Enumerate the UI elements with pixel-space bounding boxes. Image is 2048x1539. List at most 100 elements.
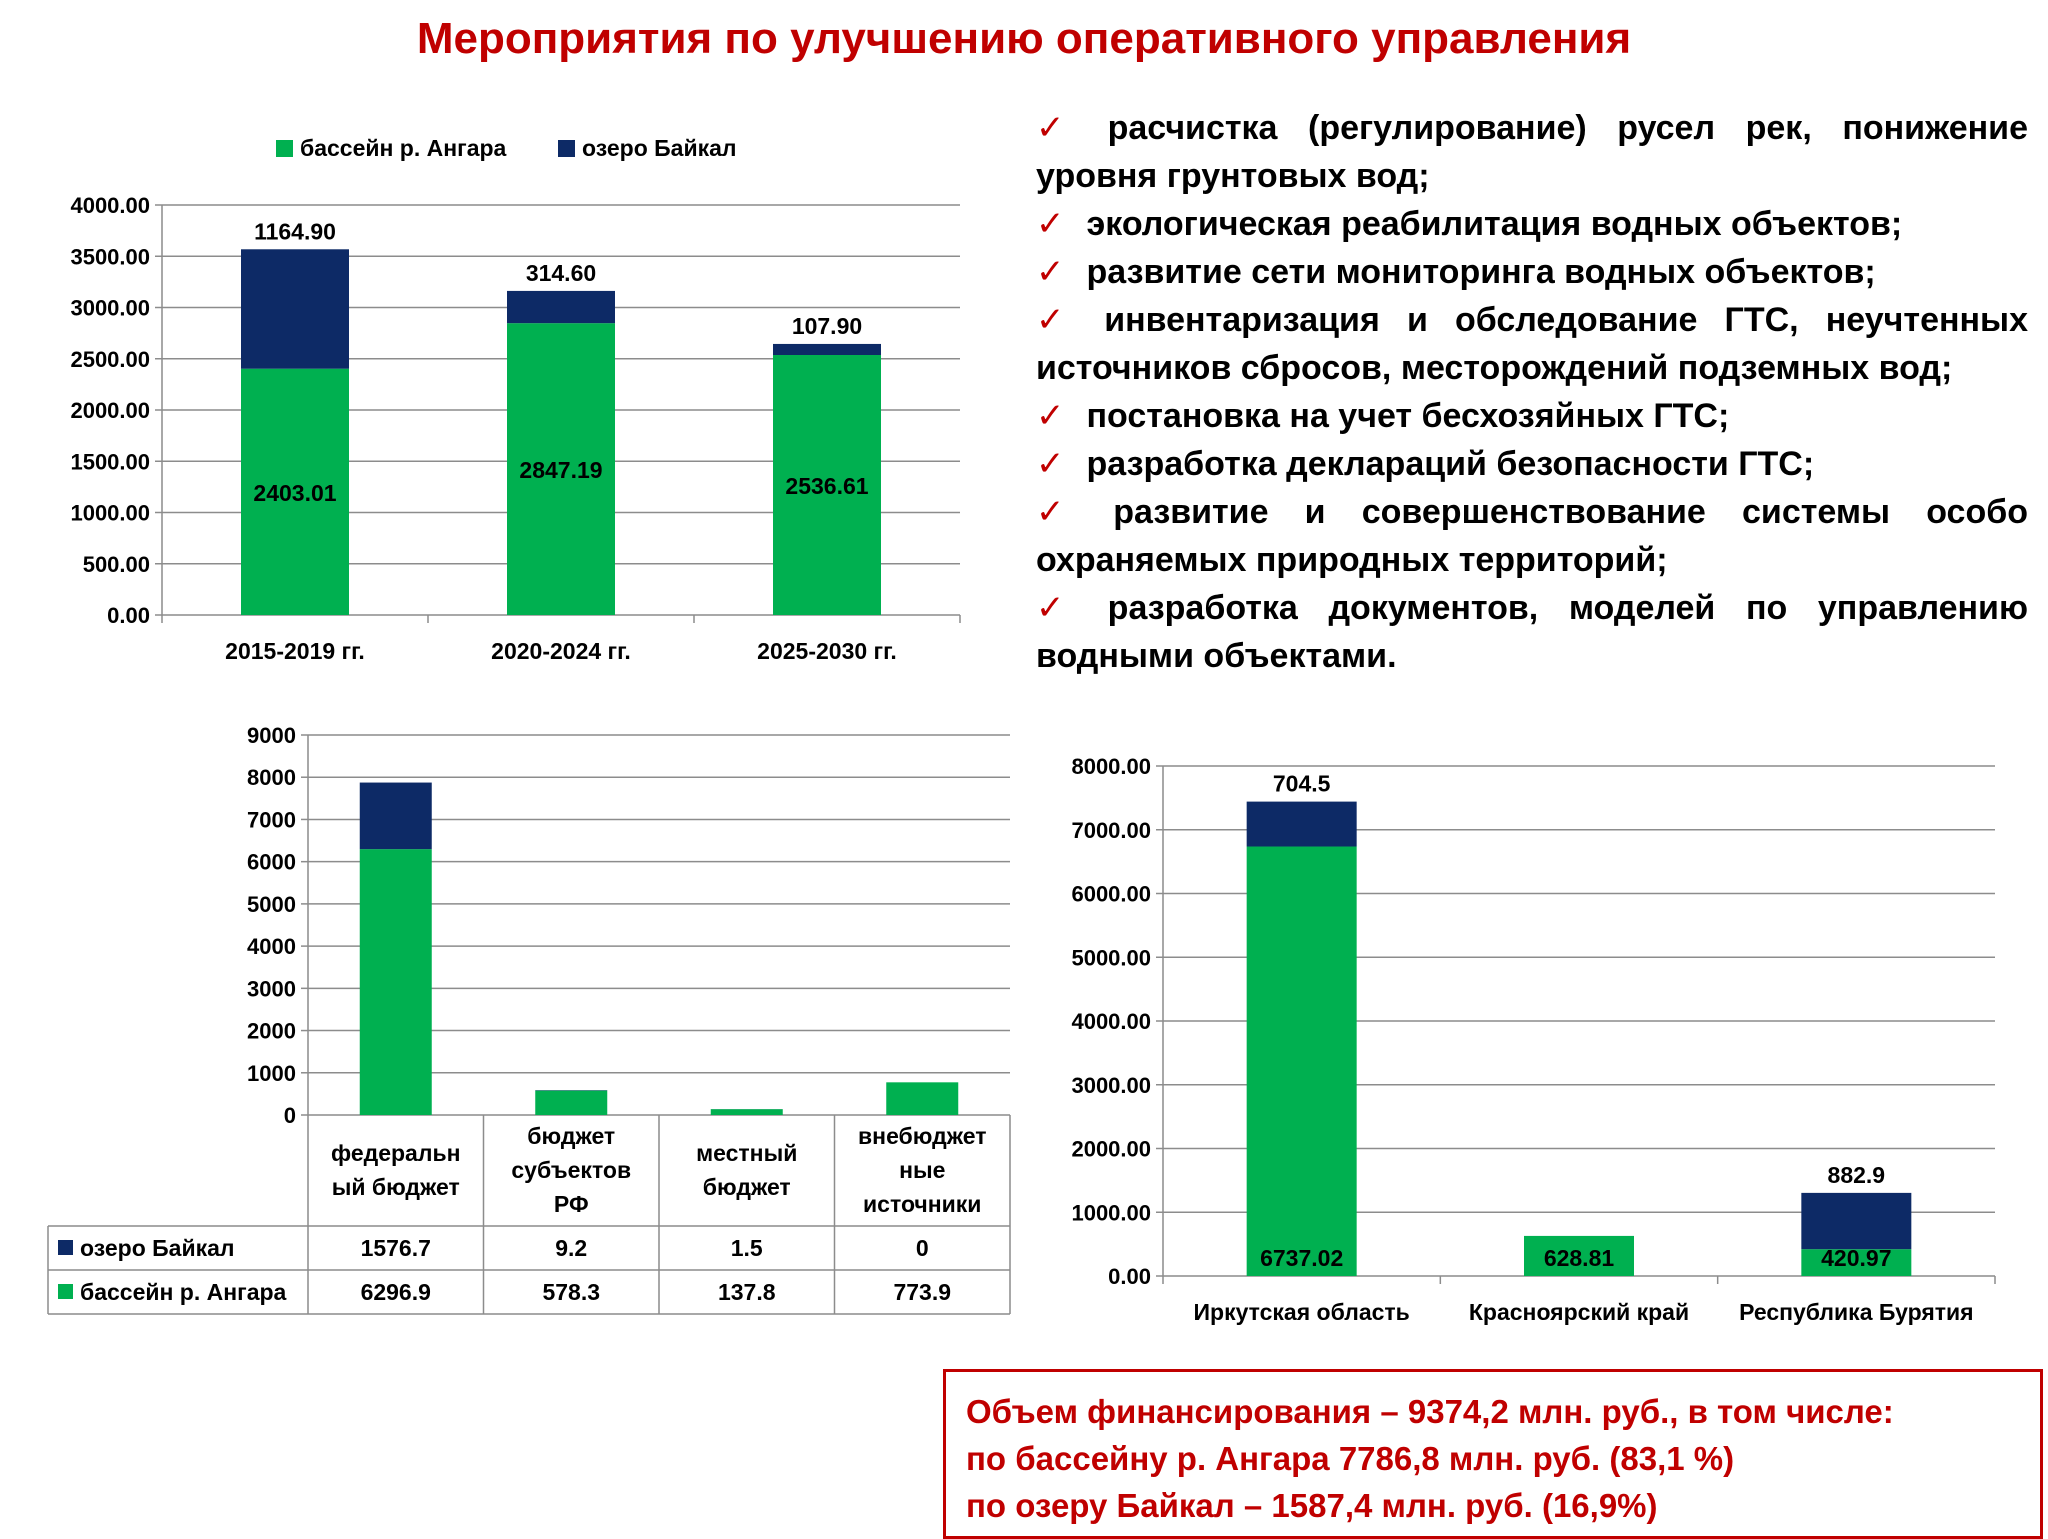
x-category-label: Красноярский край [1469, 1299, 1689, 1325]
data-label-angara: 2847.19 [519, 457, 602, 483]
legend-swatch-baikal [558, 140, 575, 157]
measure-item: ✓расчистка (регулирование) русел рек, по… [1036, 104, 2028, 200]
table-category-header: ый бюджет [332, 1174, 460, 1200]
summary-line-baikal: по озеру Байкал – 1587,4 млн. руб. (16,9… [966, 1482, 2020, 1529]
measure-text: расчистка (регулирование) русел рек, пон… [1036, 109, 2028, 195]
y-tick-label: 500.00 [83, 552, 150, 577]
y-tick-label: 9000 [247, 723, 296, 748]
chart-by-region: 0.00 1000.00 2000.00 3000.00 4000.00 5000.00 6… [1018, 740, 2048, 1330]
bar-baikal [507, 291, 615, 323]
y-tick-label: 0.00 [1108, 1264, 1151, 1289]
data-label-angara: 2403.01 [253, 480, 336, 506]
bar-baikal [241, 249, 349, 368]
data-label-baikal: 882.9 [1828, 1162, 1886, 1188]
y-tick-label: 4000 [247, 934, 296, 959]
bar-angara [360, 849, 432, 1115]
measures-list: ✓расчистка (регулирование) русел рек, по… [1036, 104, 2028, 680]
table-cell-value: 137.8 [718, 1279, 776, 1305]
data-label-angara: 6737.02 [1260, 1245, 1343, 1271]
y-tick-label: 8000 [247, 765, 296, 790]
y-tick-label: 8000.00 [1071, 754, 1151, 779]
chart-by-budget-source: 0100020003000400050006000700080009000фед… [0, 710, 1020, 1350]
bar-angara [535, 1091, 607, 1115]
data-label-baikal: 1164.90 [254, 218, 336, 244]
table-category-header: местный [696, 1140, 797, 1166]
table-category-header: РФ [554, 1191, 589, 1217]
y-tick-label: 1000.00 [1071, 1200, 1151, 1225]
y-tick-label: 3500.00 [70, 244, 150, 269]
checkmark-icon: ✓ [1036, 109, 1086, 147]
table-cell-value: 578.3 [542, 1279, 600, 1305]
measure-text: развитие сети мониторинга водных объекто… [1087, 253, 1876, 291]
table-legend-swatch [58, 1284, 73, 1299]
data-label-baikal: 107.90 [792, 313, 862, 339]
summary-line-angara: по бассейну р. Ангара 7786,8 млн. руб. (… [966, 1435, 2020, 1482]
table-cell-value: 1576.7 [361, 1235, 431, 1261]
y-tick-label: 7000 [247, 807, 296, 832]
checkmark-icon: ✓ [1036, 589, 1086, 627]
y-tick-label: 3000 [247, 976, 296, 1001]
y-tick-label: 0.00 [107, 603, 150, 628]
funding-summary-box: Объем финансирования – 9374,2 млн. руб.,… [943, 1369, 2043, 1539]
y-tick-label: 0 [284, 1103, 296, 1128]
table-cell-value: 0 [916, 1235, 929, 1261]
table-cell-value: 773.9 [893, 1279, 951, 1305]
measure-item: ✓разработка документов, моделей по управ… [1036, 584, 2028, 680]
y-tick-label: 2000.00 [1071, 1137, 1151, 1162]
measure-item: ✓развитие и совершенствование системы ос… [1036, 488, 2028, 584]
table-cell-value: 9.2 [555, 1235, 587, 1261]
bar-baikal [360, 783, 432, 850]
checkmark-icon: ✓ [1036, 445, 1065, 483]
table-category-header: субъектов [511, 1157, 631, 1183]
table-category-header: ные [899, 1157, 945, 1183]
table-legend-swatch [58, 1240, 73, 1255]
checkmark-icon: ✓ [1036, 205, 1065, 243]
table-category-header: бюджет [527, 1123, 615, 1149]
x-category-label: 2020-2024 гг. [491, 638, 631, 664]
y-tick-label: 7000.00 [1071, 818, 1151, 843]
data-label-angara: 420.97 [1821, 1245, 1891, 1271]
bar-angara [711, 1109, 783, 1115]
y-tick-label: 2000 [247, 1019, 296, 1044]
summary-line-total: Объем финансирования – 9374,2 млн. руб.,… [966, 1388, 2020, 1435]
table-category-header: источники [863, 1191, 981, 1217]
y-tick-label: 2500.00 [70, 347, 150, 372]
measure-text: развитие и совершенствование системы осо… [1036, 493, 2028, 579]
table-cell-value: 6296.9 [361, 1279, 431, 1305]
y-tick-label: 2000.00 [70, 398, 150, 423]
checkmark-icon: ✓ [1036, 397, 1065, 435]
checkmark-icon: ✓ [1036, 493, 1091, 531]
y-tick-label: 4000.00 [70, 193, 150, 218]
data-label-angara: 628.81 [1544, 1245, 1615, 1271]
bar-angara [1247, 847, 1357, 1276]
y-tick-label: 1500.00 [70, 449, 150, 474]
table-category-header: внебюджет [858, 1123, 986, 1149]
x-category-label: 2015-2019 гг. [225, 638, 365, 664]
table-category-header: бюджет [703, 1174, 791, 1200]
table-series-label: бассейн р. Ангара [80, 1279, 287, 1305]
y-tick-label: 3000.00 [70, 296, 150, 321]
table-series-label: озеро Байкал [80, 1235, 235, 1261]
y-tick-label: 3000.00 [1071, 1073, 1151, 1098]
legend-swatch-angara [276, 140, 293, 157]
measure-item: ✓инвентаризация и обследование ГТС, неуч… [1036, 296, 2028, 392]
bar-baikal [773, 344, 881, 355]
x-category-label: Иркутская область [1194, 1299, 1410, 1325]
y-tick-label: 6000.00 [1071, 882, 1151, 907]
measure-item: ✓экологическая реабилитация водных объек… [1036, 200, 2028, 248]
y-tick-label: 5000 [247, 892, 296, 917]
measure-text: инвентаризация и обследование ГТС, неучт… [1036, 301, 2028, 387]
measure-item: ✓постановка на учет бесхозяйных ГТС; [1036, 392, 2028, 440]
measure-item: ✓развитие сети мониторинга водных объект… [1036, 248, 2028, 296]
checkmark-icon: ✓ [1036, 301, 1082, 339]
x-category-label: 2025-2030 гг. [757, 638, 897, 664]
data-label-angara: 2536.61 [785, 473, 868, 499]
bar-baikal [1247, 802, 1357, 847]
y-tick-label: 6000 [247, 850, 296, 875]
measure-text: разработка деклараций безопасности ГТС; [1087, 445, 1815, 483]
bar-angara [886, 1082, 958, 1115]
y-tick-label: 5000.00 [1071, 945, 1151, 970]
table-cell-value: 1.5 [731, 1235, 763, 1261]
y-tick-label: 4000.00 [1071, 1009, 1151, 1034]
